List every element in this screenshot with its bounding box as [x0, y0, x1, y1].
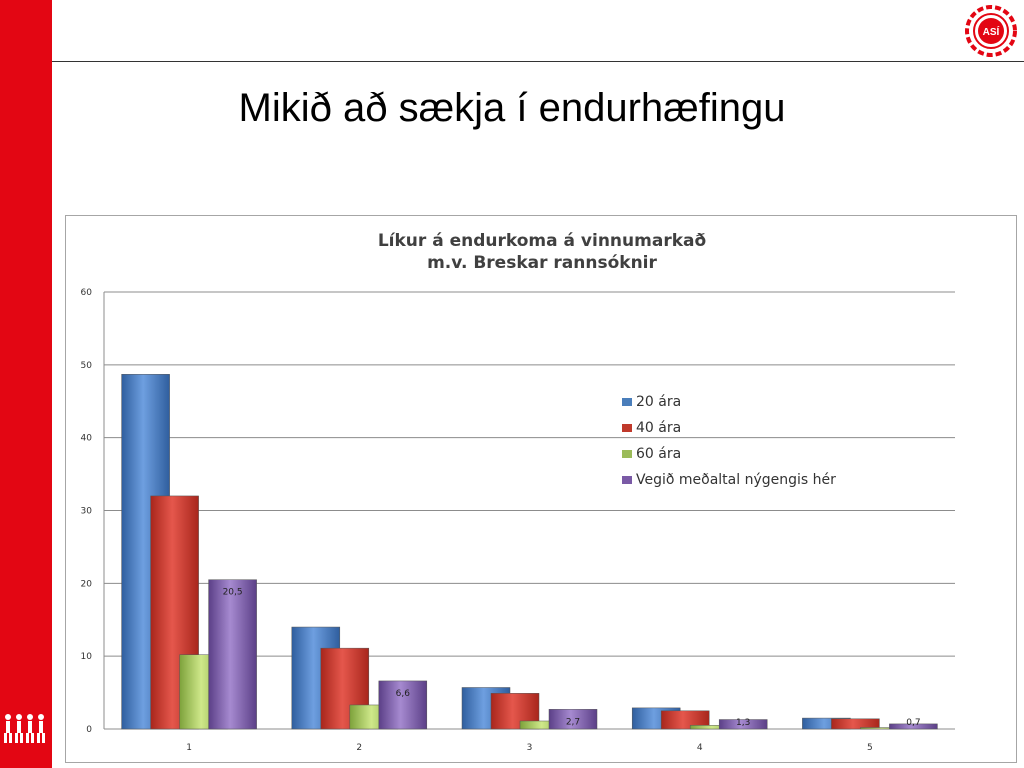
people-logo [4, 714, 45, 743]
legend-swatch [622, 450, 632, 458]
data-label: 0,7 [906, 718, 920, 728]
bar-chart: 0 10 20 30 40 50 60 20,5 1 6,6 2 2,7 3 1,3 4 0,7 5 [81, 288, 955, 753]
bar-series-4-cat-5 [889, 723, 938, 730]
asi-logo: ASÍ [965, 5, 1017, 57]
bar-series-2-cat-4 [660, 710, 710, 730]
legend-item: 60 ára [622, 441, 836, 467]
y-tick-label: 60 [81, 288, 93, 298]
chart-subtitle: m.v. Breskar rannsóknir [427, 253, 657, 273]
data-label: 1,3 [736, 718, 750, 728]
y-tick-label: 10 [81, 652, 93, 662]
data-label: 2,7 [566, 717, 580, 727]
legend-label: 60 ára [636, 446, 682, 462]
legend-swatch [622, 476, 632, 484]
data-label: 20,5 [223, 588, 243, 598]
chart-title-block: Líkur á endurkoma á vinnumarkað m.v. Bre… [66, 230, 1018, 274]
red-sidebar [0, 0, 52, 768]
legend-item: 40 ára [622, 415, 836, 441]
bar-series-4-cat-4 [718, 719, 768, 730]
legend-label: 20 ára [636, 394, 682, 410]
bar-series-2-cat-5 [831, 718, 880, 730]
slide-title: Mikið að sækja í endurhæfingu [238, 86, 786, 130]
x-tick-label: 4 [697, 743, 703, 753]
x-tick-label: 3 [527, 743, 533, 753]
chart-legend: 20 ára 40 ára 60 ára Vegið meðaltal nýgengi… [622, 389, 836, 493]
bar-series-4-cat-2 [378, 680, 428, 730]
legend-swatch [622, 398, 632, 406]
x-tick-label: 5 [867, 743, 873, 753]
y-tick-label: 0 [86, 725, 92, 735]
y-tick-label: 50 [81, 361, 93, 371]
asi-logo-text: ASÍ [983, 25, 1000, 38]
legend-label: Vegið meðaltal nýgengis hér [636, 472, 836, 488]
legend-item: 20 ára [622, 389, 836, 415]
chart-frame: Líkur á endurkoma á vinnumarkað m.v. Bre… [65, 215, 1017, 763]
bar-series-4-cat-3 [548, 709, 598, 730]
header-rule [52, 61, 1024, 62]
bar-series-4-cat-1 [208, 579, 257, 730]
legend-item: Vegið meðaltal nýgengis hér [622, 467, 836, 493]
y-tick-label: 40 [81, 434, 93, 444]
y-tick-label: 20 [81, 579, 93, 589]
x-tick-label: 2 [356, 743, 362, 753]
y-tick-label: 30 [81, 507, 93, 517]
chart-title: Líkur á endurkoma á vinnumarkað [377, 231, 707, 251]
x-tick-label: 1 [186, 743, 192, 753]
legend-label: 40 ára [636, 420, 682, 436]
legend-swatch [622, 424, 632, 432]
data-label: 6,6 [396, 689, 411, 699]
